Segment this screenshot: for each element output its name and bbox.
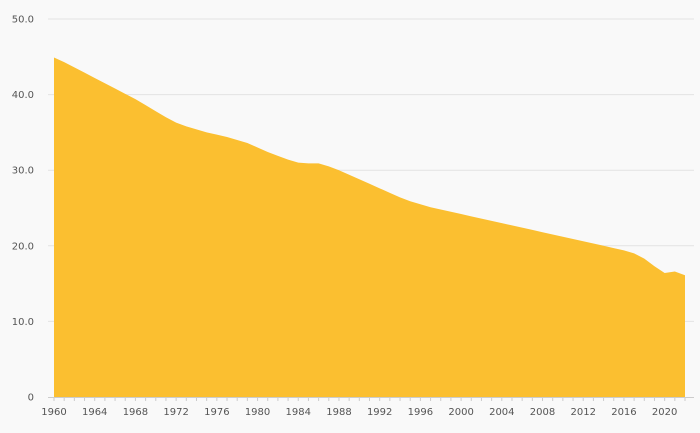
x-axis-labels: 1960 1964 1968 1972 1976 1980 1984 1988 1992 1996…	[41, 407, 677, 418]
x-tick-label: 2004	[489, 407, 514, 418]
x-tick-label: 2020	[652, 407, 677, 418]
x-tick-label: 1996	[408, 407, 433, 418]
x-tick-label: 1992	[367, 407, 392, 418]
y-axis-labels: 0 10.0 20.0 30.0 40.0 50.0	[12, 15, 34, 404]
y-tick-label: 30.0	[12, 166, 34, 177]
x-tick-label: 1972	[163, 407, 188, 418]
x-tick-label: 2012	[570, 407, 595, 418]
x-tick-label: 2016	[611, 407, 636, 418]
x-tick-label: 2000	[448, 407, 473, 418]
x-tick-label: 1984	[286, 407, 311, 418]
y-tick-label: 40.0	[12, 90, 34, 101]
y-tick-label: 50.0	[12, 15, 34, 26]
y-tick-label: 0	[28, 393, 34, 404]
x-tick-label: 1960	[41, 407, 66, 418]
x-tick-label: 1968	[123, 407, 148, 418]
x-tick-label: 1964	[82, 407, 107, 418]
area-series	[54, 57, 685, 398]
y-tick-label: 10.0	[12, 317, 34, 328]
x-tick-label: 2008	[530, 407, 555, 418]
x-tick-label: 1988	[326, 407, 351, 418]
x-axis-ticks	[53, 397, 686, 401]
y-tick-label: 20.0	[12, 241, 34, 252]
x-tick-label: 1980	[245, 407, 270, 418]
x-tick-label: 1976	[204, 407, 229, 418]
